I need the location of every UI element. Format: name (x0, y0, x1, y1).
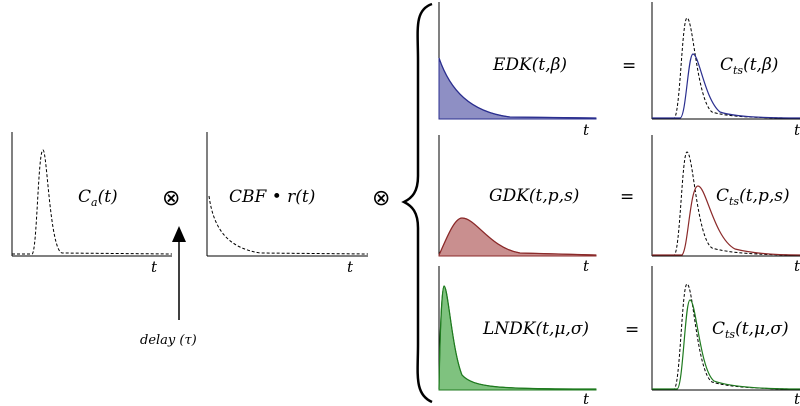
gdk-t-label: t (583, 257, 590, 275)
result-gdk-panel: Cts(t,p,s) t (651, 135, 800, 275)
residue-t-label: t (347, 258, 354, 276)
arterial-input-panel: Ca(t) t (11, 132, 173, 276)
brace (401, 2, 433, 404)
edk-equals: = (622, 56, 636, 76)
result-edk-reference (652, 17, 800, 119)
arterial-curve (12, 149, 173, 255)
edk-kernel-line (438, 57, 597, 119)
arterial-t-label: t (151, 258, 158, 276)
delay-arrow-head (172, 226, 186, 242)
result-lndk-label: Cts(t,μ,σ) (712, 319, 789, 341)
gdk-kernel-label: GDK(t,p,s) (489, 186, 579, 206)
residue-label: CBF • r(t) (229, 187, 315, 207)
kernel-gdk-panel: GDK(t,p,s) = t (438, 135, 634, 275)
result-gdk-reference (652, 151, 800, 256)
gdk-equals: = (620, 187, 634, 207)
delay-label: delay (τ) (140, 333, 197, 348)
lndk-kernel-line (438, 285, 597, 390)
edk-t-label: t (583, 121, 590, 139)
residue-panel: CBF • r(t) t (206, 132, 369, 276)
result-edk-panel: Cts(t,β) t (651, 2, 800, 139)
result-lndk-panel: Cts(t,μ,σ) t (651, 266, 800, 406)
result-edk-curve (652, 53, 800, 119)
result-lndk-t-label: t (794, 390, 800, 406)
convolve-operator-1: ⊗ (162, 186, 180, 211)
residue-curve (208, 195, 369, 255)
result-gdk-label: Cts(t,p,s) (716, 186, 790, 208)
result-gdk-curve (652, 185, 800, 256)
delay-arrow: delay (τ) (140, 226, 197, 348)
gdk-kernel-line (438, 217, 597, 256)
lndk-kernel-label: LNDK(t,μ,σ) (482, 319, 589, 339)
convolve-operator-2: ⊗ (372, 186, 390, 211)
edk-kernel-label: EDK(t,β) (492, 55, 567, 75)
result-edk-t-label: t (794, 121, 800, 139)
arterial-label: Ca(t) (78, 187, 118, 209)
lndk-equals: = (625, 320, 639, 340)
kernel-edk-panel: EDK(t,β) = t (438, 2, 636, 139)
kernel-lndk-panel: LNDK(t,μ,σ) = t (438, 266, 639, 406)
result-lndk-curve (652, 299, 800, 390)
result-gdk-t-label: t (794, 257, 800, 275)
result-edk-label: Cts(t,β) (720, 55, 778, 77)
lndk-t-label: t (583, 390, 590, 406)
gdk-kernel-fill (438, 217, 597, 257)
